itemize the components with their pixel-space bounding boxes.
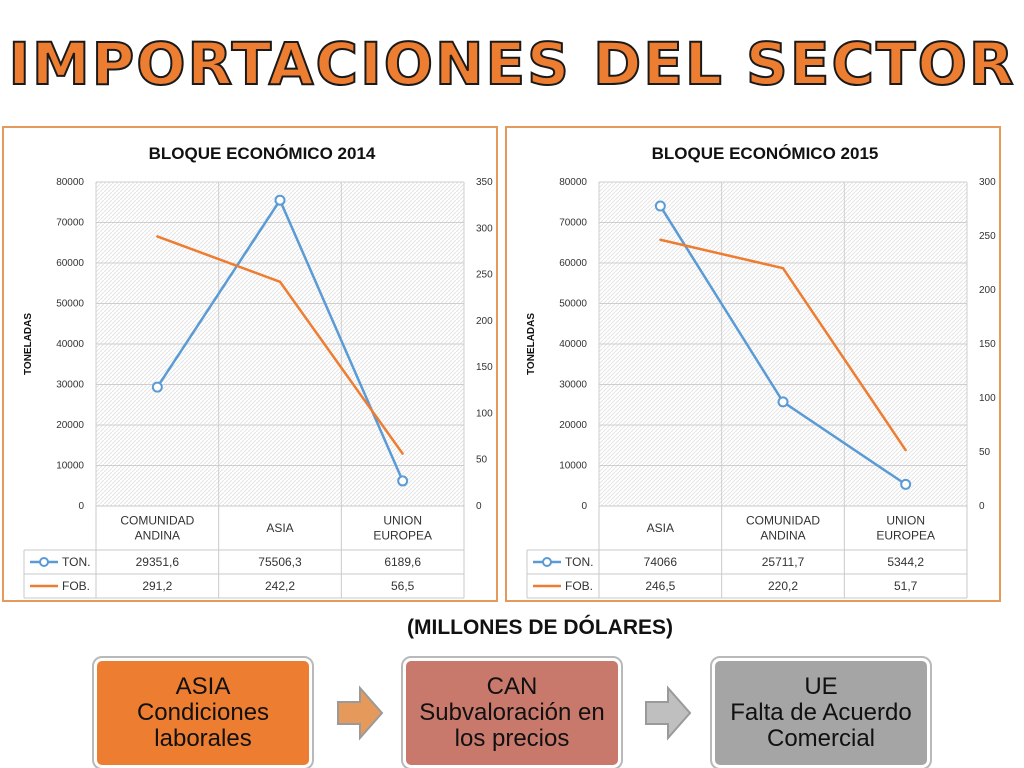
y-tick-label: 40000 xyxy=(56,339,84,350)
page-title: IMPORTACIONES DEL SECTOR xyxy=(7,29,1016,99)
y-tick-label: 0 xyxy=(581,501,587,512)
y2-tick-label: 150 xyxy=(476,362,493,373)
y-axis-label: TONELADAS xyxy=(526,313,537,375)
x-tick-label: ANDINA xyxy=(135,529,180,543)
data-label: 5344,2 xyxy=(887,555,924,569)
data-point xyxy=(659,238,662,241)
y2-tick-label: 0 xyxy=(979,501,985,512)
data-point xyxy=(151,381,163,393)
data-point xyxy=(900,478,912,490)
data-label: 75506,3 xyxy=(258,555,302,569)
flow-arrow-icon xyxy=(337,685,384,741)
y2-tick-label: 50 xyxy=(476,455,488,466)
data-point xyxy=(401,452,404,455)
y-tick-label: 10000 xyxy=(56,461,84,472)
flow-box-text: Comercial xyxy=(766,725,876,752)
y-tick-label: 10000 xyxy=(559,461,587,472)
flow-box-text: Subvaloración en xyxy=(419,699,605,726)
data-point xyxy=(278,280,282,283)
data-label: 74066 xyxy=(644,555,678,569)
currency-subtitle: (MILLONES DE DÓLARES) xyxy=(407,616,673,639)
y-tick-label: 70000 xyxy=(559,218,587,229)
data-point xyxy=(654,200,666,212)
flow-box-text: los precios xyxy=(454,725,570,752)
data-point xyxy=(777,396,789,408)
data-label: 246,5 xyxy=(645,579,675,593)
flow-box-heading: UE xyxy=(804,673,838,700)
chart-title: BLOQUE ECONÓMICO 2015 xyxy=(652,144,879,163)
legend-key-marker xyxy=(542,557,552,567)
flow-box-heading: CAN xyxy=(486,673,538,700)
y-tick-label: 30000 xyxy=(559,380,587,391)
y-tick-label: 20000 xyxy=(56,420,84,431)
data-point xyxy=(274,194,286,206)
legend-label: TON. xyxy=(565,555,593,569)
x-tick-label: UNION xyxy=(886,514,925,528)
x-tick-label: COMUNIDAD xyxy=(120,514,194,528)
x-tick-label: EUROPEA xyxy=(876,529,935,543)
data-label: 29351,6 xyxy=(136,555,180,569)
data-label: 6189,6 xyxy=(384,555,421,569)
y2-tick-label: 100 xyxy=(979,393,996,404)
chart-panel-2015: BLOQUE ECONÓMICO 2015 0 10000 20000 30000 400… xyxy=(505,126,1001,602)
chart-title: BLOQUE ECONÓMICO 2014 xyxy=(149,144,376,163)
y2-tick-label: 300 xyxy=(476,223,493,234)
y-tick-label: 30000 xyxy=(56,380,84,391)
flow-arrow-icon xyxy=(645,685,692,741)
y-axis-label: TONELADAS xyxy=(23,313,34,375)
y2-tick-label: 300 xyxy=(979,177,996,188)
flow-box-heading: ASIA xyxy=(175,673,231,700)
data-point xyxy=(397,475,409,487)
data-point xyxy=(156,235,159,238)
data-label: 25711,7 xyxy=(762,555,805,569)
data-label: 291,2 xyxy=(142,579,172,593)
y2-tick-label: 150 xyxy=(979,339,996,350)
data-point xyxy=(904,448,907,452)
y-tick-label: 80000 xyxy=(56,177,84,188)
chart-2014: BLOQUE ECONÓMICO 2014 0 10000 20000 30000 400… xyxy=(23,144,493,599)
data-point xyxy=(781,266,785,270)
y2-tick-label: 250 xyxy=(476,270,493,281)
y2-tick-label: 50 xyxy=(979,447,991,458)
flow-box-text: laborales xyxy=(154,725,252,752)
chart-panel-2014: BLOQUE ECONÓMICO 2014 0 10000 20000 30000 400… xyxy=(2,126,498,602)
x-tick-label: ASIA xyxy=(647,521,674,535)
flow-box-ue: UE Falta de Acuerdo Comercial xyxy=(710,656,932,768)
chart-2015: BLOQUE ECONÓMICO 2015 0 10000 20000 30000 400… xyxy=(526,144,996,599)
y-tick-label: 60000 xyxy=(56,258,84,269)
y2-tick-label: 200 xyxy=(979,285,996,296)
x-tick-label: COMUNIDAD xyxy=(746,514,820,528)
data-label: 220,2 xyxy=(768,579,798,593)
legend-key-marker xyxy=(39,557,49,567)
y2-tick-label: 0 xyxy=(476,501,482,512)
y-tick-label: 60000 xyxy=(559,258,587,269)
data-label: 242,2 xyxy=(265,579,295,593)
y-tick-label: 0 xyxy=(78,501,84,512)
y2-tick-label: 250 xyxy=(979,231,996,242)
flow-box-text: Falta de Acuerdo xyxy=(730,699,912,726)
y-tick-label: 50000 xyxy=(56,299,84,310)
x-tick-label: ANDINA xyxy=(760,529,805,543)
y2-tick-label: 350 xyxy=(476,177,493,188)
x-tick-label: EUROPEA xyxy=(373,529,432,543)
flow-box-can: CAN Subvaloración en los precios xyxy=(401,656,623,768)
data-label: 51,7 xyxy=(894,579,918,593)
y2-tick-label: 100 xyxy=(476,408,493,419)
x-tick-label: ASIA xyxy=(266,521,293,535)
y-tick-label: 80000 xyxy=(559,177,587,188)
y-tick-label: 40000 xyxy=(559,339,587,350)
x-tick-label: UNION xyxy=(383,514,422,528)
flow-box-asia: ASIA Condiciones laborales xyxy=(92,656,314,768)
y-tick-label: 20000 xyxy=(559,420,587,431)
y-tick-label: 70000 xyxy=(56,218,84,229)
legend-label: FOB. xyxy=(565,579,593,593)
data-label: 56,5 xyxy=(391,579,415,593)
y2-tick-label: 200 xyxy=(476,316,493,327)
y-tick-label: 50000 xyxy=(559,299,587,310)
legend-label: FOB. xyxy=(62,579,90,593)
legend-label: TON. xyxy=(62,555,90,569)
flow-box-text: Condiciones xyxy=(136,699,270,726)
